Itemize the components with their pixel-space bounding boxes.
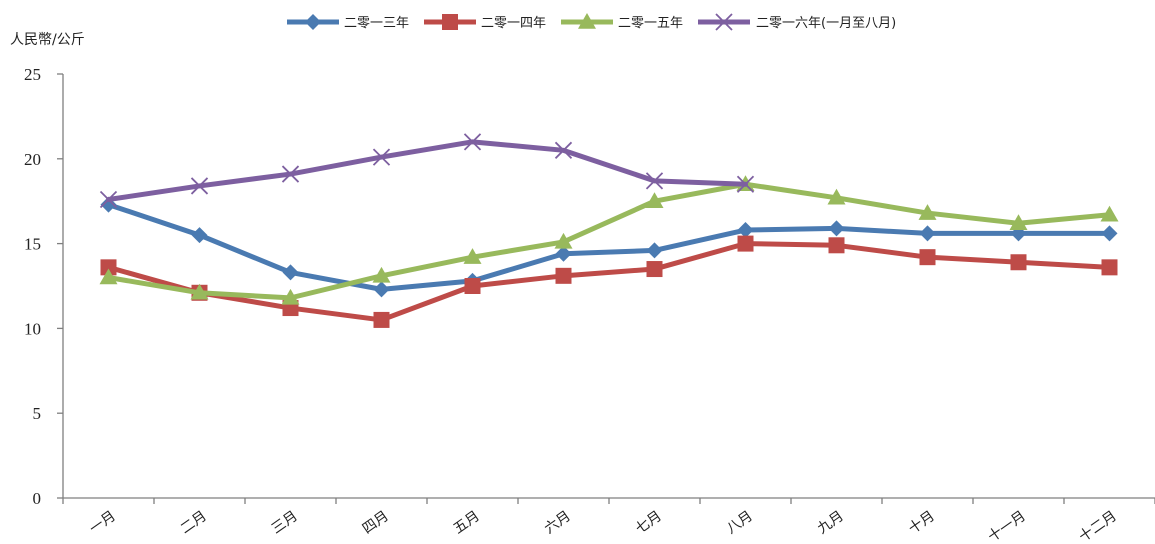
series-2-point-9 xyxy=(828,237,845,254)
series-2-line xyxy=(106,241,1112,323)
series-4-point-1 xyxy=(99,190,118,209)
series-4-point-6 xyxy=(554,141,573,159)
series-4-line xyxy=(106,139,748,203)
legend-label-2: 二零一四年 xyxy=(481,16,546,31)
series-2-point-4 xyxy=(373,311,390,328)
x-tick-label-4: 四月 xyxy=(360,508,392,537)
y-tick-label-5: 5 xyxy=(33,404,42,423)
x-tick-label-12: 十二月 xyxy=(1076,508,1120,544)
legend-swatch-marker-4 xyxy=(715,13,733,31)
x-tick-label-2: 二月 xyxy=(178,508,210,537)
series-4 xyxy=(99,133,755,209)
y-tick-label-20: 20 xyxy=(24,150,41,169)
x-tick-label-10: 十月 xyxy=(906,508,938,537)
legend-label-4: 二零一六年(一月至八月) xyxy=(756,16,896,31)
legend-item-3: 二零一五年 xyxy=(561,13,683,31)
y-tick-label-15: 15 xyxy=(24,235,41,254)
legend-label-1: 二零一三年 xyxy=(344,16,409,31)
x-tick-label-9: 九月 xyxy=(815,508,847,537)
series-1-point-8 xyxy=(737,222,754,239)
series-4-point-2 xyxy=(190,177,209,195)
y-tick-label-0: 0 xyxy=(33,489,42,508)
series-2 xyxy=(100,235,1118,328)
series-1-line xyxy=(106,202,1112,292)
legend-item-1: 二零一三年 xyxy=(287,14,409,31)
series-1-point-10 xyxy=(919,225,936,242)
x-tick-label-6: 六月 xyxy=(542,508,574,537)
legend-swatch-marker-1 xyxy=(305,14,321,30)
legend-swatch-marker-2 xyxy=(442,14,458,30)
series-4-point-4 xyxy=(372,148,391,166)
series-3-point-3 xyxy=(281,288,300,305)
chart-series xyxy=(99,133,1119,328)
series-1-point-2 xyxy=(191,227,208,244)
series-4-point-7 xyxy=(645,172,664,190)
legend-item-4: 二零一六年(一月至八月) xyxy=(698,13,896,31)
series-2-point-12 xyxy=(1101,259,1118,276)
series-3-point-12 xyxy=(1100,205,1119,222)
series-2-point-5 xyxy=(464,278,481,294)
series-3-point-6 xyxy=(554,232,573,249)
series-1-point-4 xyxy=(373,281,390,298)
series-2-point-1 xyxy=(100,259,117,276)
series-2-point-11 xyxy=(1010,254,1027,271)
series-2-point-8 xyxy=(737,235,754,252)
series-3-point-9 xyxy=(827,188,846,205)
series-1-point-3 xyxy=(282,264,299,281)
series-4-point-5 xyxy=(463,133,482,151)
series-1-point-12 xyxy=(1101,225,1118,242)
series-3-point-7 xyxy=(645,192,664,208)
series-3-point-11 xyxy=(1009,214,1028,230)
series-1 xyxy=(100,196,1118,298)
series-2-point-10 xyxy=(919,249,936,266)
x-tick-label-1: 一月 xyxy=(87,508,119,537)
series-1-point-9 xyxy=(828,220,845,237)
legend-swatch-marker-3 xyxy=(578,13,596,29)
series-2-point-6 xyxy=(555,267,572,284)
series-3-point-1 xyxy=(99,268,118,285)
series-3-point-5 xyxy=(463,248,482,264)
series-4-point-3 xyxy=(281,165,300,183)
legend-item-2: 二零一四年 xyxy=(424,14,546,31)
series-3 xyxy=(99,175,1119,305)
x-tick-label-7: 七月 xyxy=(633,508,665,537)
series-3-point-10 xyxy=(918,204,937,220)
series-4-point-8 xyxy=(736,175,755,193)
series-3-point-2 xyxy=(190,283,209,300)
x-tick-label-8: 八月 xyxy=(724,508,756,537)
series-2-point-7 xyxy=(646,261,663,278)
y-tick-label-25: 25 xyxy=(24,65,41,84)
chart-axes: 0 5 10 15 20 25 一月 二月 三月 四月 五月 六月 七月 八月 九月 十月 十一月 十二月 xyxy=(24,65,1155,544)
x-tick-label-3: 三月 xyxy=(269,508,301,537)
chart-legend: 二零一三年 二零一四年 二零一五年 二零一六年(一月至八月) xyxy=(287,13,896,31)
series-3-point-4 xyxy=(372,266,391,283)
y-axis-unit-label: 人民幣/公斤 xyxy=(10,32,85,48)
series-1-point-7 xyxy=(646,242,663,259)
series-3-line xyxy=(106,181,1112,301)
legend-label-3: 二零一五年 xyxy=(618,16,683,31)
x-tick-label-11: 十一月 xyxy=(985,508,1029,544)
y-tick-label-10: 10 xyxy=(24,319,41,338)
x-tick-label-5: 五月 xyxy=(451,508,483,537)
series-1-point-6 xyxy=(555,245,572,262)
